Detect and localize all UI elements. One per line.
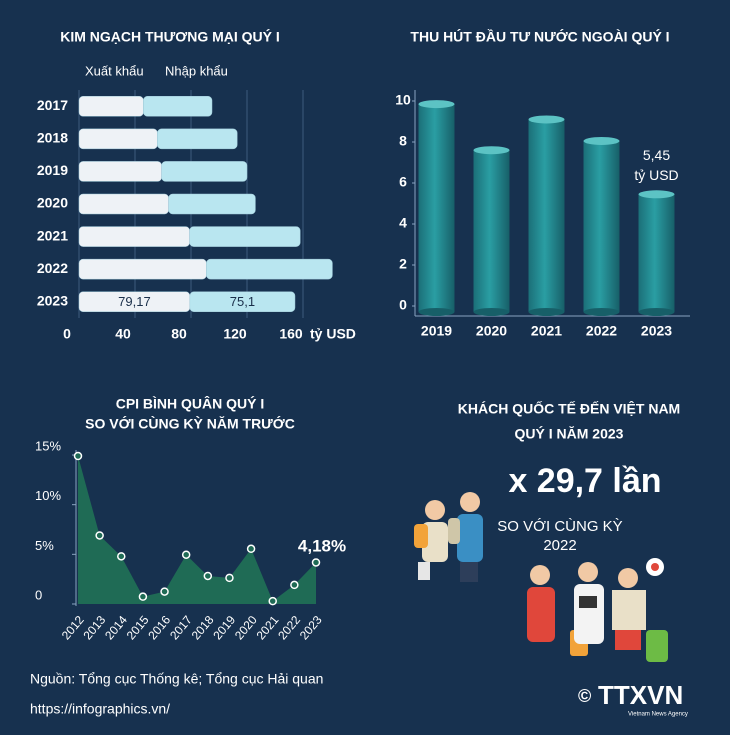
y-tick-label: 2023 — [37, 292, 68, 308]
x-tick-label: 120 — [223, 326, 247, 342]
x-tick-label: 2023 — [641, 323, 672, 339]
marker — [138, 592, 148, 601]
y-tick-label: 4 — [399, 215, 407, 231]
marker — [246, 544, 256, 554]
area — [78, 455, 316, 604]
x-tick-label: 80 — [171, 326, 187, 342]
value-label: 4,18% — [298, 536, 346, 555]
bar-base — [418, 308, 455, 316]
chart-title: KIM NGẠCH THƯƠNG MẠI QUÝ I — [60, 28, 280, 45]
y-tick-label: 0 — [35, 587, 42, 602]
marker — [290, 580, 299, 590]
marker — [95, 531, 104, 540]
value-label: 75,1 — [230, 294, 255, 309]
bar-segment — [78, 226, 190, 247]
bar-segment — [189, 226, 301, 247]
x-tick-label: 40 — [115, 326, 131, 342]
x-tick-label: 2020 — [476, 323, 507, 339]
y-tick-label: 2017 — [37, 97, 68, 113]
marker — [73, 451, 83, 461]
bar-segment — [189, 291, 296, 312]
stat-title: QUÝ I NĂM 2023 — [515, 425, 624, 442]
y-tick-label: 10% — [35, 488, 61, 503]
bar-base — [528, 308, 565, 316]
bar-segment — [78, 258, 207, 280]
bar-base — [583, 308, 620, 316]
legend-label: Xuất khẩu — [85, 63, 144, 78]
marker — [117, 552, 126, 561]
marker — [203, 571, 213, 581]
y-tick-label: 2019 — [37, 162, 68, 178]
chart-subtitle: SO VỚI CÙNG KỲ NĂM TRƯỚC — [85, 415, 295, 432]
stat-note: SO VỚI CÙNG KỲ — [497, 518, 622, 535]
chart-title: THU HÚT ĐẦU TƯ NƯỚC NGOÀI QUÝ I — [410, 28, 669, 45]
bar-segment — [78, 193, 169, 215]
marker — [268, 596, 277, 606]
logo: TTXVN — [598, 680, 683, 710]
agency: Vietnam News Agency — [628, 712, 688, 718]
marker — [225, 573, 234, 583]
bar-top — [638, 190, 675, 199]
bar-segment — [168, 193, 256, 215]
bar-segment — [143, 96, 213, 117]
bar-segment — [78, 96, 144, 117]
bar-segment — [206, 258, 333, 280]
stat-headline: x 29,7 lần — [508, 462, 661, 500]
x-tick-label: 2019 — [421, 323, 452, 339]
bar-segment — [161, 161, 248, 182]
value-label: 5,45 — [643, 147, 670, 163]
legend-label: Nhập khẩu — [165, 63, 228, 78]
value-label: 79,17 — [118, 294, 151, 309]
y-tick-label: 0 — [399, 297, 407, 313]
bar-segment — [78, 161, 162, 182]
bar — [528, 119, 565, 312]
bar — [638, 194, 675, 312]
x-axis-label: tỷ USD — [310, 326, 356, 342]
marker — [160, 587, 169, 596]
y-tick-label: 15% — [35, 438, 61, 453]
bar — [583, 140, 620, 312]
bar-top — [528, 115, 565, 124]
y-tick-label: 5% — [35, 538, 54, 553]
y-tick-label: 8 — [399, 133, 407, 149]
x-tick-label: 160 — [279, 326, 303, 342]
annotation: tỷ USD — [634, 167, 678, 183]
bar-top — [473, 146, 510, 155]
x-tick-label: 2021 — [531, 323, 562, 339]
y-tick-label: 2020 — [37, 195, 68, 211]
x-tick-label: 2022 — [586, 323, 617, 339]
bar — [473, 150, 510, 312]
bar-segment — [78, 128, 158, 150]
bar — [418, 104, 455, 312]
bar-top — [583, 136, 620, 145]
y-tick-label: 2022 — [37, 260, 68, 276]
x-tick-label: 0 — [63, 326, 71, 342]
marker — [181, 550, 191, 559]
travellers-illustration — [414, 492, 668, 662]
y-tick-label: 6 — [399, 174, 407, 190]
bar-base — [638, 308, 675, 316]
bar-base — [473, 308, 510, 316]
bar-top — [418, 100, 455, 109]
stat-title: KHÁCH QUỐC TẾ ĐẾN VIỆT NAM — [458, 400, 680, 417]
copyright: © — [578, 686, 591, 706]
y-tick-label: 2 — [399, 256, 407, 272]
stat-note: 2022 — [543, 537, 576, 554]
bar-segment — [157, 128, 238, 150]
marker — [311, 558, 321, 567]
chart-title: CPI BÌNH QUÂN QUÝ I — [116, 395, 265, 412]
url: https://infographics.vn/ — [30, 701, 170, 717]
y-tick-label: 2021 — [37, 227, 68, 243]
y-tick-label: 10 — [395, 92, 411, 108]
y-tick-label: 2018 — [37, 130, 68, 146]
source: Nguồn: Tổng cục Thống kê; Tổng cục Hải q… — [30, 671, 323, 687]
